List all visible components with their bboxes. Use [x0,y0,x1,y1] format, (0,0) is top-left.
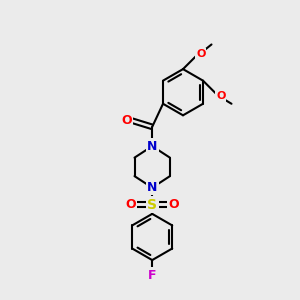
Text: O: O [125,198,136,211]
Text: F: F [148,269,157,282]
Text: S: S [147,198,157,212]
Text: O: O [196,49,206,59]
Text: N: N [147,181,158,194]
Text: O: O [169,198,179,211]
Text: N: N [147,140,158,153]
Text: O: O [216,91,225,101]
Text: O: O [122,114,132,127]
